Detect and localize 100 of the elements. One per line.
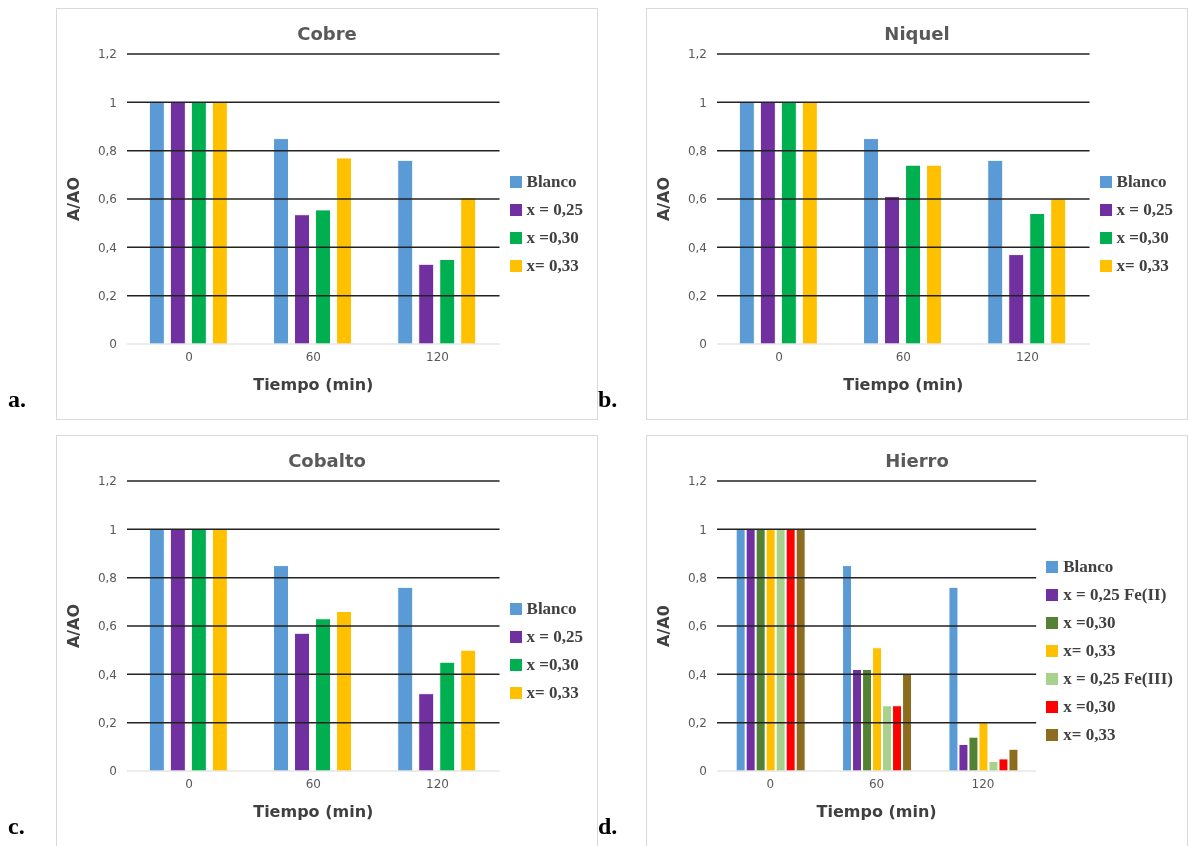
chart-title: Cobalto <box>287 450 367 471</box>
bar <box>336 611 353 771</box>
bar <box>439 661 456 771</box>
y-tick-label: 0,6 <box>687 619 707 634</box>
y-tick-label: 0 <box>109 337 117 352</box>
bar <box>460 197 477 344</box>
y-tick-label: 0 <box>699 764 707 779</box>
bar <box>336 157 353 344</box>
x-axis-title: Tiempo (min) <box>253 375 374 394</box>
x-axis-title: Tiempo (min) <box>816 802 937 821</box>
bar <box>273 565 290 771</box>
y-axis-title: A/AO <box>653 176 673 222</box>
text: b. <box>598 386 618 413</box>
y-tick-label: 1,2 <box>97 474 117 489</box>
bar <box>397 159 414 344</box>
bar <box>460 649 477 771</box>
bar <box>273 138 290 344</box>
y-tick-label: 0 <box>109 764 117 779</box>
x-tick-label: 120 <box>426 349 449 364</box>
bar <box>439 258 456 344</box>
bar <box>884 196 901 344</box>
x-tick-label: 60 <box>305 349 321 364</box>
bar <box>148 101 165 344</box>
x-tick-label: 120 <box>426 776 449 791</box>
bar <box>190 101 207 344</box>
bar <box>418 693 435 771</box>
legend-label: x =0,30 <box>526 655 579 675</box>
y-tick-label: 1 <box>699 95 707 110</box>
y-tick-label: 0,2 <box>687 288 707 303</box>
bar <box>926 164 943 344</box>
bar <box>1029 213 1046 344</box>
x-axis-title: Tiempo (min) <box>253 802 374 821</box>
bar <box>169 528 186 771</box>
y-tick-label: 0,6 <box>97 619 117 634</box>
y-tick-label: 0,6 <box>97 192 117 207</box>
bar <box>987 159 1004 344</box>
x-tick-label: 60 <box>868 776 885 791</box>
chart-title: Cobre <box>296 23 358 44</box>
y-tick-label: 0,4 <box>97 667 117 682</box>
y-axis-title: A/AO <box>63 176 83 222</box>
bar <box>418 263 435 344</box>
chart-title: Hierro <box>884 450 950 471</box>
legend-label: x= 0,33 <box>526 683 579 703</box>
y-axis-title: A/AO <box>63 603 83 649</box>
y-tick-label: 1,2 <box>687 474 707 489</box>
y-tick-label: 1 <box>109 522 117 537</box>
text: a. <box>8 386 26 413</box>
legend-label: x =0,30 <box>526 228 579 248</box>
y-tick-label: 0,8 <box>97 570 117 585</box>
y-tick-label: 0,6 <box>687 192 707 207</box>
bar <box>294 214 311 344</box>
y-tick-label: 0,8 <box>687 143 707 158</box>
y-tick-label: 0 <box>699 337 707 352</box>
legend-label: x = 0,25 <box>1116 200 1173 220</box>
y-tick-label: 0,2 <box>97 715 117 730</box>
legend-label: x= 0,33 <box>1063 725 1116 745</box>
y-tick-label: 0,4 <box>687 667 707 682</box>
text: d. <box>598 813 618 840</box>
text: c. <box>8 813 25 840</box>
y-axis-title: A/A0 <box>653 605 673 647</box>
x-tick-label: 60 <box>895 349 911 364</box>
legend-label: x = 0,25 <box>526 627 583 647</box>
legend-label: x= 0,33 <box>1116 256 1169 276</box>
legend-label: Blanco <box>526 172 577 192</box>
x-tick-label: 60 <box>305 776 321 791</box>
bar <box>211 528 228 771</box>
legend-label: x = 0,25 Fe(II) <box>1063 585 1167 605</box>
bar <box>780 101 797 344</box>
y-tick-label: 0,8 <box>97 143 117 158</box>
legend-label: x =0,30 <box>1063 613 1116 633</box>
y-tick-label: 0,2 <box>97 288 117 303</box>
legend-label: x = 0,25 <box>526 200 583 220</box>
bar <box>315 618 332 771</box>
y-tick-label: 1,2 <box>687 47 707 62</box>
bar <box>1050 198 1067 344</box>
x-tick-label: 120 <box>971 776 995 791</box>
x-tick-label: 0 <box>185 776 193 791</box>
y-tick-label: 0,2 <box>687 715 707 730</box>
bar <box>863 138 880 344</box>
chart-title: Niquel <box>883 23 951 44</box>
bar <box>190 528 207 771</box>
y-tick-label: 0,4 <box>687 240 707 255</box>
bar <box>1008 254 1025 344</box>
legend-label: x =0,30 <box>1116 228 1169 248</box>
x-tick-label: 0 <box>185 349 193 364</box>
bar <box>905 164 922 344</box>
legend-label: x = 0,25 Fe(III) <box>1063 669 1173 689</box>
bar <box>148 528 165 771</box>
legend-label: Blanco <box>1116 172 1167 192</box>
bar <box>169 101 186 344</box>
x-tick-label: 120 <box>1016 349 1039 364</box>
y-tick-label: 1 <box>109 95 117 110</box>
y-tick-label: 0,4 <box>97 240 117 255</box>
bar <box>397 586 414 771</box>
bar <box>801 101 818 344</box>
bar <box>759 101 776 344</box>
legend-label: Blanco <box>1063 557 1114 577</box>
bar <box>315 209 332 344</box>
x-tick-label: 0 <box>766 776 775 791</box>
y-tick-label: 1 <box>699 522 707 537</box>
